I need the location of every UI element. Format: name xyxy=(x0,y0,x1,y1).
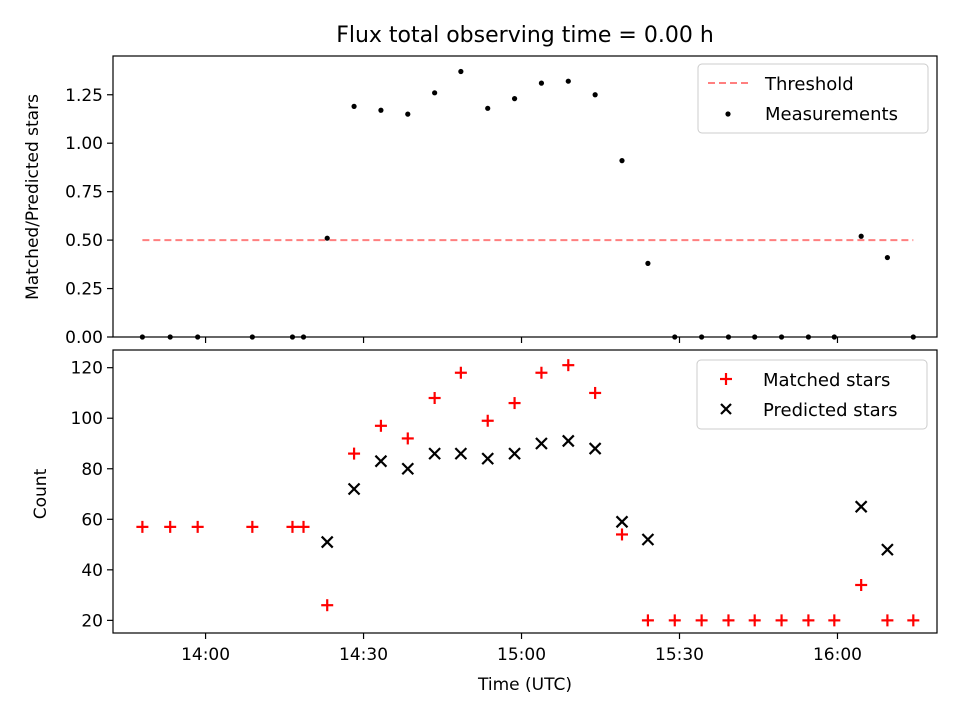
measurement-point xyxy=(432,90,438,96)
bottom-axes-frame xyxy=(112,349,938,634)
matched-star-point xyxy=(802,614,815,627)
measurement-point xyxy=(645,260,651,266)
measurement-point xyxy=(378,107,384,113)
legend-threshold-label: Threshold xyxy=(764,74,854,95)
matched-star-point xyxy=(348,447,361,460)
matched-star-point xyxy=(164,520,177,533)
predicted-star-point xyxy=(374,454,388,468)
matched-star-point xyxy=(722,614,735,627)
matched-star-point xyxy=(321,599,334,612)
predicted-star-point xyxy=(401,462,415,476)
predicted-star-point xyxy=(481,452,494,465)
predicted-star-point xyxy=(320,535,334,549)
top-axes-frame xyxy=(112,55,938,338)
x-tick-label: 15:00 xyxy=(497,645,546,665)
y-tick-label: 1.25 xyxy=(65,86,103,106)
y-tick-label: 0.00 xyxy=(65,328,103,348)
measurement-point xyxy=(458,68,464,75)
legend-predicted-swatch xyxy=(720,403,732,415)
y-tick-label: 20 xyxy=(81,611,103,631)
measurement-point xyxy=(538,80,545,86)
bottom-legend: Matched stars Predicted stars xyxy=(696,359,928,430)
matched-star-point xyxy=(428,392,441,405)
matched-star-point xyxy=(828,614,841,627)
predicted-star-point xyxy=(854,500,868,513)
matched-star-point xyxy=(641,614,654,627)
y-tick-label: 1.00 xyxy=(65,134,103,154)
measurement-point xyxy=(405,111,411,117)
matched-star-point xyxy=(775,614,788,627)
matched-star-point xyxy=(401,432,414,445)
measurement-point xyxy=(884,254,890,261)
y-tick-label: 0.25 xyxy=(65,280,103,300)
matched-star-point xyxy=(535,366,548,379)
matched-star-point xyxy=(855,578,868,591)
matched-star-point xyxy=(881,614,894,627)
measurement-point xyxy=(511,96,518,102)
matched-star-point xyxy=(748,614,761,627)
matched-star-point xyxy=(615,528,628,541)
y-tick-label: 40 xyxy=(81,561,103,581)
matched-star-point xyxy=(562,359,575,372)
measurement-point xyxy=(592,92,598,98)
predicted-star-point xyxy=(615,515,629,529)
matched-star-point xyxy=(297,520,310,533)
x-tick-label: 16:00 xyxy=(813,645,862,665)
x-tick-label: 14:30 xyxy=(339,645,388,665)
y-tick-label: 0.75 xyxy=(65,183,103,203)
predicted-star-point xyxy=(347,482,361,496)
legend-predicted-label: Predicted stars xyxy=(763,400,897,421)
x-tick-label: 15:30 xyxy=(655,645,704,665)
predicted-star-point xyxy=(562,434,575,448)
predicted-star-point xyxy=(881,543,894,556)
measurement-point xyxy=(485,105,491,111)
predicted-star-point xyxy=(641,533,655,546)
predicted-star-point xyxy=(588,442,602,455)
top-ylabel: Matched/Predicted stars xyxy=(23,94,43,300)
matched-star-point xyxy=(191,520,204,533)
measurement-point xyxy=(858,233,864,239)
matched-star-point xyxy=(286,520,299,533)
matched-star-point xyxy=(454,366,467,379)
matched-star-point xyxy=(374,419,387,432)
predicted-star-point xyxy=(454,447,468,460)
legend-matched-label: Matched stars xyxy=(763,370,890,391)
bottom-ticks: 20 40 60 80 100 120 14:00 14:30 15:00 15:30 16:00 xyxy=(71,359,862,665)
y-tick-label: 60 xyxy=(81,510,103,530)
predicted-star-point xyxy=(535,437,548,450)
matched-star-point xyxy=(589,386,602,399)
bottom-marks xyxy=(136,359,920,627)
y-tick-label: 0.50 xyxy=(65,231,103,251)
matched-star-point xyxy=(668,614,681,627)
y-tick-label: 100 xyxy=(71,409,103,429)
measurement-point xyxy=(565,78,571,84)
measurement-point xyxy=(324,235,330,241)
chart-title: Flux total observing time = 0.00 h xyxy=(336,23,714,48)
legend-measurements-label: Measurements xyxy=(765,104,898,125)
bottom-xlabel: Time (UTC) xyxy=(477,675,572,695)
top-panel: 0.00 0.25 0.50 0.75 1.00 1.25 Matched/Predict… xyxy=(23,55,938,348)
top-ticks: 0.00 0.25 0.50 0.75 1.00 1.25 xyxy=(65,86,839,348)
matched-star-point xyxy=(481,414,494,427)
bottom-ylabel: Count xyxy=(31,468,51,519)
matched-star-point xyxy=(136,520,149,533)
legend-measurements-swatch xyxy=(725,111,731,117)
x-tick-label: 14:00 xyxy=(181,645,230,665)
y-tick-label: 120 xyxy=(71,359,103,379)
measurement-point xyxy=(351,103,357,109)
matched-star-point xyxy=(695,614,708,627)
top-legend: Threshold Measurements xyxy=(697,63,929,134)
legend-matched-swatch xyxy=(720,373,732,385)
y-tick-label: 80 xyxy=(81,460,103,480)
predicted-star-point xyxy=(508,447,521,460)
matched-star-point xyxy=(907,614,920,627)
predicted-star-point xyxy=(428,447,441,460)
matched-star-point xyxy=(508,397,521,410)
matched-star-point xyxy=(246,520,259,533)
measurement-point xyxy=(619,158,625,164)
